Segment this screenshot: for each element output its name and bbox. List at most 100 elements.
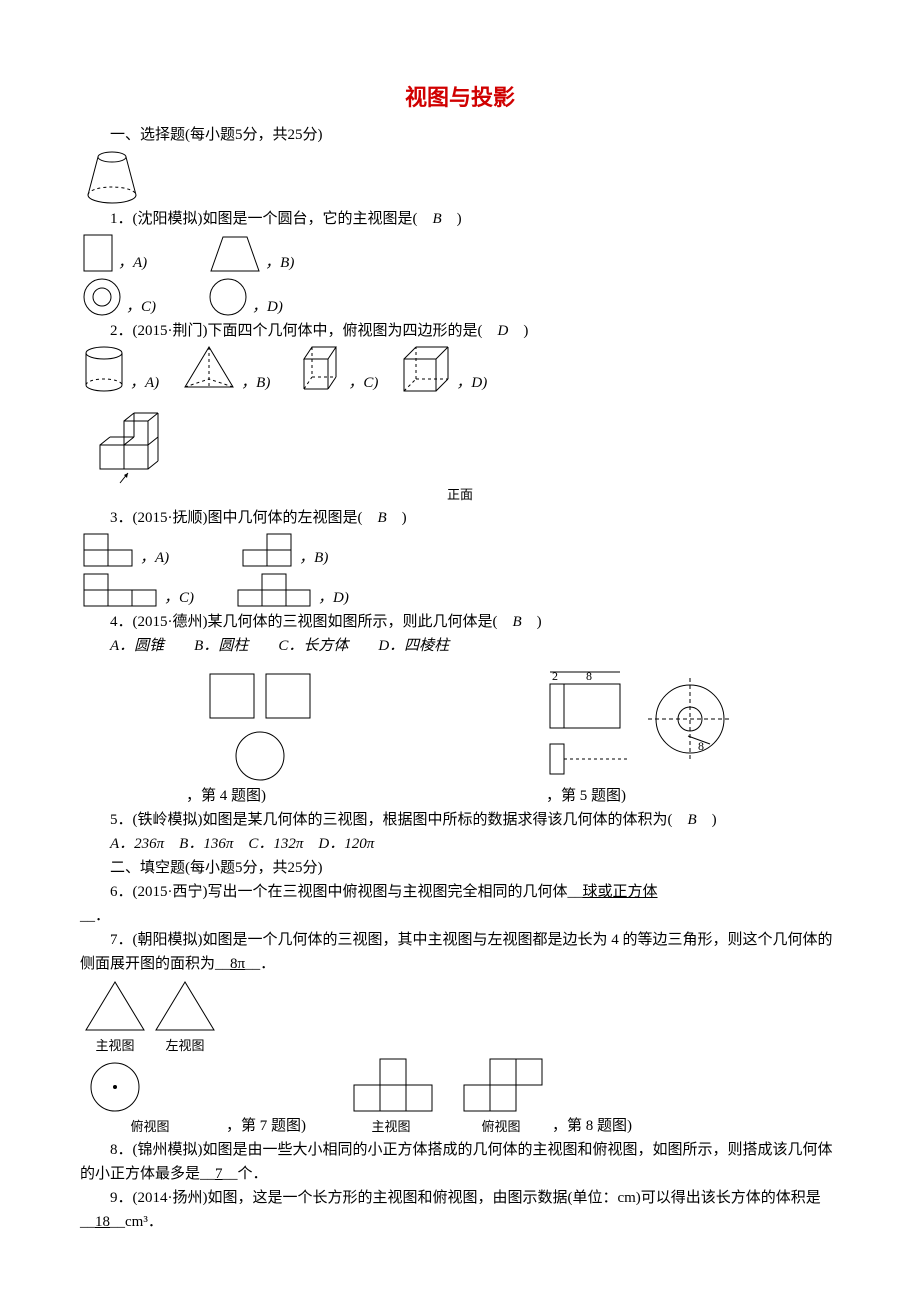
q1-figure xyxy=(80,147,840,207)
q5-stem: 5．(铁岭模拟)如图是某几何体的三视图，根据图中所标的数据求得该几何体的体积为( xyxy=(110,812,688,828)
q1-tail: ) xyxy=(442,211,462,227)
annulus-icon xyxy=(80,275,124,319)
label-a3: ，A) xyxy=(140,546,169,570)
q4-q5-figures: ，第 4 题图) 2 8 8 xyxy=(80,664,840,808)
q1-options-row1: ，A) ，B) xyxy=(80,231,840,275)
q2-tail: ) xyxy=(508,323,528,339)
q9-answer: 18 xyxy=(95,1214,110,1230)
q8-front-figure: 主视图 xyxy=(346,1055,436,1138)
q7-text: 7．(朝阳模拟)如图是一个几何体的三视图，其中主视图与左视图都是边长为 4 的等… xyxy=(80,928,840,976)
q2-options: ，A) ，B) ，C) xyxy=(80,343,840,395)
label-d3: ，D) xyxy=(318,586,349,610)
label-a2: ，A) xyxy=(130,371,159,395)
q3-tail: ) xyxy=(387,510,407,526)
q3-text: 3．(2015·抚顺)图中几何体的左视图是( B ) xyxy=(80,506,840,530)
top-view-label: 俯视图 xyxy=(80,1117,220,1138)
q1-opt-c: ，C) xyxy=(80,275,156,319)
q8-front-icon xyxy=(346,1055,436,1117)
q7-tail: __． xyxy=(245,956,275,972)
triangle-left-icon xyxy=(150,976,220,1036)
q4-answer: B xyxy=(512,614,521,630)
dim-2: 2 xyxy=(552,669,558,683)
q1-opt-d: ，D) xyxy=(206,275,283,319)
q1-text: 1．(沈阳模拟)如图是一个圆台，它的主视图是( B ) xyxy=(80,207,840,231)
q1-answer: B xyxy=(433,211,442,227)
q9-stem: 9．(2014·扬州)如图，这是一个长方形的主视图和俯视图，由图示数据(单位：c… xyxy=(80,1190,821,1230)
label-b3: ，B) xyxy=(299,546,328,570)
triangle-front-icon xyxy=(80,976,150,1036)
q3-options-row1: ，A) ，B) xyxy=(80,530,840,570)
tetrahedron-icon xyxy=(179,343,239,395)
q6-stem: 6．(2015·西宁)写出一个在三视图中俯视图与主视图完全相同的几何体__ xyxy=(110,884,583,900)
q6-tail-line: __． xyxy=(80,904,840,928)
q7-figure: 主视图 左视图 俯视图 xyxy=(80,976,220,1138)
q4-options: A．圆锥 B．圆柱 C．长方体 D．四棱柱 xyxy=(80,634,840,658)
shape-c-icon xyxy=(80,570,162,610)
trapezoid-icon xyxy=(207,231,263,275)
q6-text: 6．(2015·西宁)写出一个在三视图中俯视图与主视图完全相同的几何体__球或正… xyxy=(80,880,840,904)
q1-opt-b: ，B) xyxy=(207,231,294,275)
q2-opt-b: ，B) xyxy=(179,343,270,395)
q6-answer: 球或正方体 xyxy=(583,884,658,900)
q8-stem: 8．(锦州模拟)如图是由一些大小相同的小正方体搭成的几何体的主视图和俯视图，如图… xyxy=(80,1142,833,1182)
q8-top-figure: 俯视图 xyxy=(456,1055,546,1138)
circle-top-icon xyxy=(80,1057,150,1117)
q2-opt-a: ，A) xyxy=(80,343,159,395)
q8-text: 8．(锦州模拟)如图是由一些大小相同的小正方体搭成的几何体的主视图和俯视图，如图… xyxy=(80,1138,840,1186)
section-1: 一、选择题(每小题5分，共25分) xyxy=(80,123,840,147)
q3-answer: B xyxy=(377,510,386,526)
label-c: ，C) xyxy=(126,295,156,319)
q8-top-label: 俯视图 xyxy=(456,1117,546,1138)
label-d: ，D) xyxy=(252,295,283,319)
shape-a-icon xyxy=(80,530,138,570)
q1-options-row2: ，C) ，D) xyxy=(80,275,840,319)
q3-options-row2: ，C) ，D) xyxy=(80,570,840,610)
q4-figure: ，第 4 题图) xyxy=(180,664,340,808)
frustum-icon xyxy=(80,147,144,207)
q7-answer: 8π xyxy=(230,956,245,972)
rectangle-icon xyxy=(80,231,116,275)
q3-opt-a: ，A) xyxy=(80,530,169,570)
cube-icon xyxy=(398,343,454,395)
page: 视图与投影 一、选择题(每小题5分，共25分) 1．(沈阳模拟)如图是一个圆台，… xyxy=(0,0,920,1274)
q5-caption: ，第 5 题图) xyxy=(546,788,626,804)
q1-stem: 1．(沈阳模拟)如图是一个圆台，它的主视图是( xyxy=(110,211,433,227)
q4-caption: ，第 4 题图) xyxy=(186,788,266,804)
stacked-cubes-icon xyxy=(80,395,180,485)
section-2: 二、填空题(每小题5分，共25分) xyxy=(80,856,840,880)
circle-icon xyxy=(206,275,250,319)
q3-opt-c: ，C) xyxy=(80,570,194,610)
shape-b-icon xyxy=(239,530,297,570)
prism-icon xyxy=(290,343,346,395)
label-a: ，A) xyxy=(118,251,147,275)
q2-text: 2．(2015·荆门)下面四个几何体中，俯视图为四边形的是( D ) xyxy=(80,319,840,343)
front-label: 正面 xyxy=(80,485,840,506)
shape-d-icon xyxy=(234,570,316,610)
label-b2: ，B) xyxy=(241,371,270,395)
q3-opt-d: ，D) xyxy=(234,570,349,610)
q2-answer: D xyxy=(497,323,508,339)
q3-stem: 3．(2015·抚顺)图中几何体的左视图是( xyxy=(110,510,377,526)
left-view-label: 左视图 xyxy=(150,1036,220,1057)
q9-text: 9．(2014·扬州)如图，这是一个长方形的主视图和俯视图，由图示数据(单位：c… xyxy=(80,1186,840,1234)
q5-tail: ) xyxy=(697,812,717,828)
title: 视图与投影 xyxy=(80,80,840,115)
q9-tail: __cm³． xyxy=(110,1214,163,1230)
q8-caption: ，第 8 题图) xyxy=(552,1114,632,1138)
q4-text: 4．(2015·德州)某几何体的三视图如图所示，则此几何体是( B ) xyxy=(80,610,840,634)
label-d2: ，D) xyxy=(456,371,487,395)
q1-opt-a: ，A) xyxy=(80,231,147,275)
q7-caption: ，第 7 题图) xyxy=(226,1114,306,1138)
q3-figure: 正面 xyxy=(80,395,840,506)
q7-q8-figures: 主视图 左视图 俯视图 ，第 7 题图) xyxy=(80,976,840,1138)
dim-8a: 8 xyxy=(586,669,592,683)
q5-options: A．236π B．136π C．132π D．120π xyxy=(80,832,840,856)
q2-opt-c: ，C) xyxy=(290,343,378,395)
q4-tail: ) xyxy=(522,614,542,630)
q5-text: 5．(铁岭模拟)如图是某几何体的三视图，根据图中所标的数据求得该几何体的体积为(… xyxy=(80,808,840,832)
q5-figure: 2 8 8 ，第 5 题图) xyxy=(540,664,740,808)
q8-answer: 7 xyxy=(215,1166,223,1182)
q5-answer: B xyxy=(688,812,697,828)
q4-stem: 4．(2015·德州)某几何体的三视图如图所示，则此几何体是( xyxy=(110,614,512,630)
front-view-label: 主视图 xyxy=(80,1036,150,1057)
